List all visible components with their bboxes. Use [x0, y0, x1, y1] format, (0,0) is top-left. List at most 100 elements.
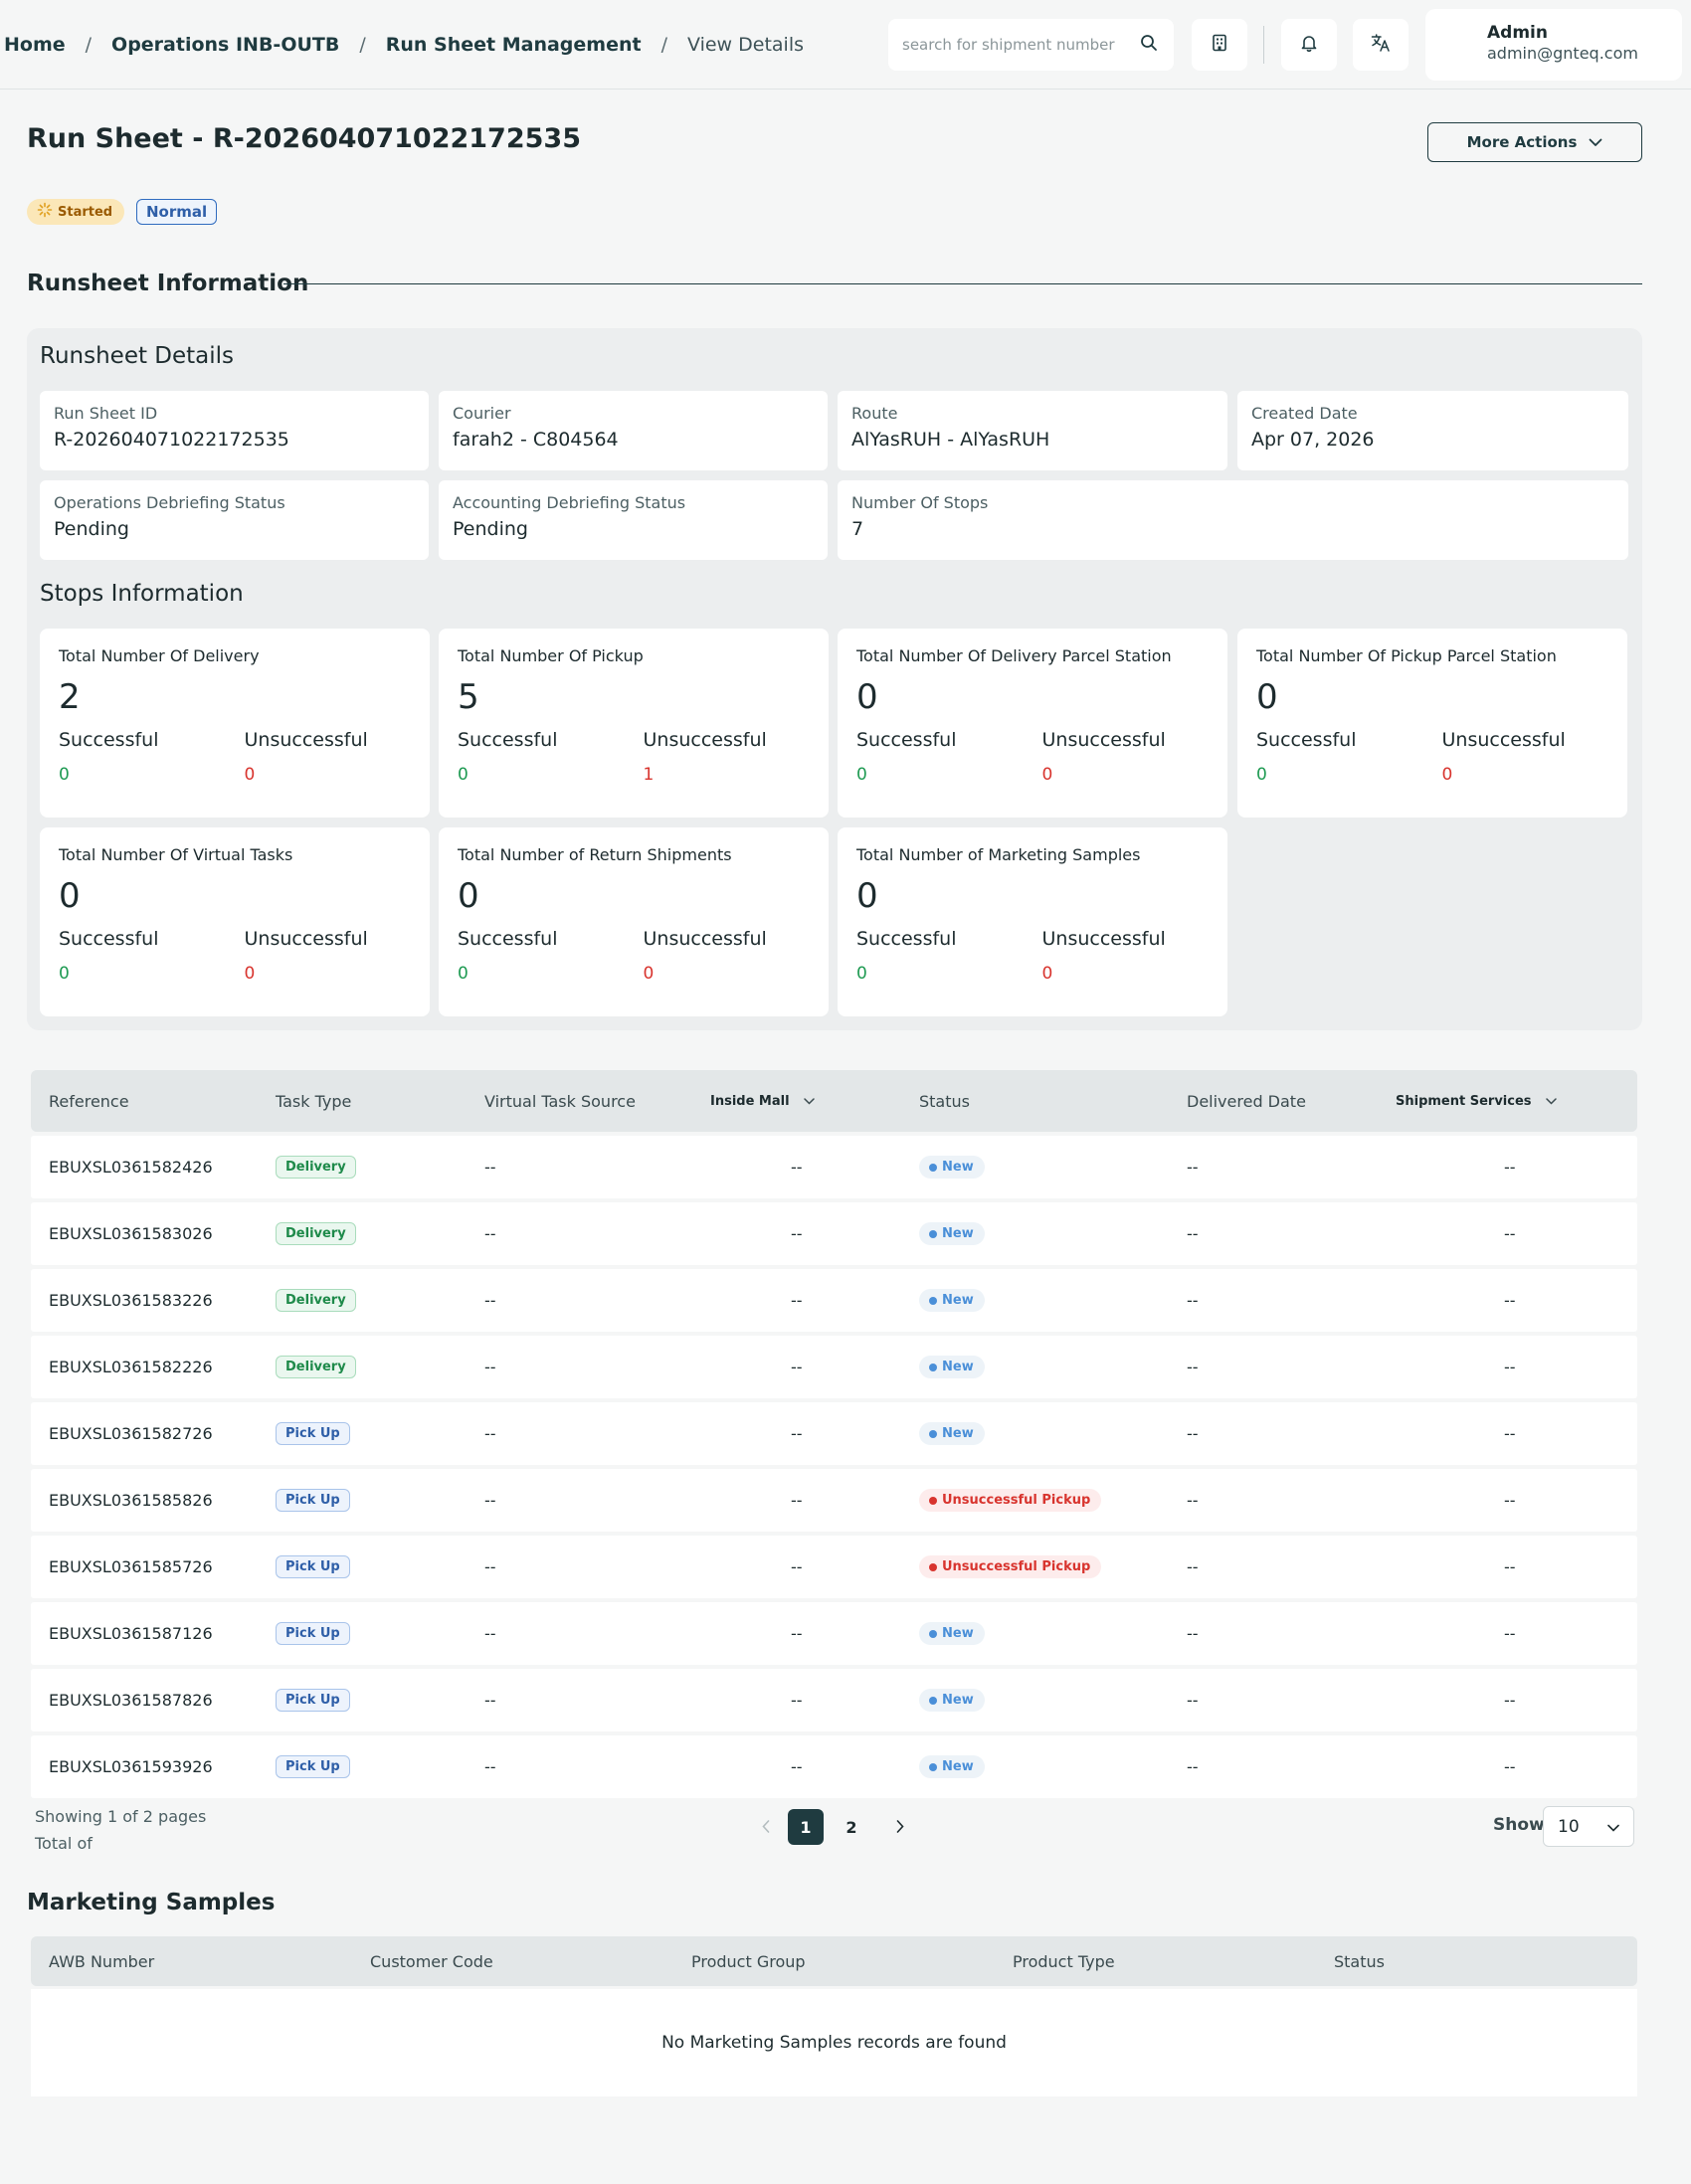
page-size-label: Show	[1493, 1815, 1545, 1835]
stat-card-delivery-parcel-station: Total Number Of Delivery Parcel Station …	[838, 629, 1227, 818]
column-product-type: Product Type	[1013, 1951, 1115, 1971]
table-row[interactable]: EBUXSL0361582726 Pick Up -- -- New -- --	[31, 1402, 1637, 1465]
stat-card-pickup-parcel-station: Total Number Of Pickup Parcel Station 0 …	[1237, 629, 1627, 818]
status-dot	[929, 1629, 937, 1638]
table-row[interactable]: EBUXSL0361587826 Pick Up -- -- New -- --	[31, 1669, 1637, 1731]
stat-total: 0	[856, 677, 878, 717]
search-icon[interactable]	[1140, 34, 1158, 56]
status-pill: New	[919, 1289, 985, 1312]
cell-inside-mall: --	[791, 1691, 803, 1710]
translate-icon	[1371, 34, 1391, 56]
status-label: New	[942, 1293, 974, 1308]
status-dot	[929, 1562, 937, 1571]
column-task-type: Task Type	[276, 1091, 352, 1111]
cell-delivered-date: --	[1187, 1358, 1199, 1376]
task-type-tag: Pick Up	[276, 1422, 350, 1445]
notifications-button[interactable]	[1281, 19, 1337, 71]
task-type-tag: Delivery	[276, 1222, 356, 1245]
table-row[interactable]: EBUXSL0361582426 Delivery -- -- New -- -…	[31, 1136, 1637, 1198]
field-label: Number Of Stops	[851, 493, 989, 512]
table-row[interactable]: EBUXSL0361583026 Delivery -- -- New -- -…	[31, 1202, 1637, 1265]
task-type-tag: Pick Up	[276, 1755, 350, 1778]
task-type-tag: Pick Up	[276, 1689, 350, 1712]
runsheet-details-heading: Runsheet Details	[40, 343, 235, 369]
cell-services: --	[1504, 1691, 1516, 1710]
stat-total: 2	[59, 677, 81, 717]
cell-delivered-date: --	[1187, 1291, 1199, 1310]
status-dot	[929, 1363, 937, 1371]
stat-card-marketing-samples: Total Number of Marketing Samples 0 Succ…	[838, 827, 1227, 1016]
bell-icon	[1300, 34, 1318, 56]
unsuccessful-count: 0	[643, 964, 655, 984]
cell-delivered-date: --	[1187, 1691, 1199, 1710]
field-value: 7	[851, 518, 864, 540]
status-label: New	[942, 1426, 974, 1441]
status-label: New	[942, 1626, 974, 1641]
search-input[interactable]	[902, 36, 1140, 54]
field-courier: Courier farah2 - C804564	[439, 391, 828, 470]
cell-services: --	[1504, 1158, 1516, 1177]
successful-label: Successful	[458, 928, 558, 950]
cell-virtual-source: --	[484, 1424, 496, 1443]
cell-delivered-date: --	[1187, 1624, 1199, 1643]
table-row[interactable]: EBUXSL0361587126 Pick Up -- -- New -- --	[31, 1602, 1637, 1665]
field-value: Apr 07, 2026	[1251, 429, 1375, 451]
pagination-showing: Showing 1 of 2 pages	[35, 1807, 207, 1826]
status-label: New	[942, 1759, 974, 1774]
header-divider	[1263, 26, 1264, 64]
status-dot	[929, 1696, 937, 1705]
stops-information-heading: Stops Information	[40, 581, 244, 607]
section-title: Runsheet Information	[27, 271, 309, 296]
more-actions-button[interactable]: More Actions	[1427, 122, 1642, 162]
field-value: Pending	[54, 518, 129, 540]
cell-virtual-source: --	[484, 1291, 496, 1310]
breadcrumb-run-sheet-management[interactable]: Run Sheet Management	[385, 34, 642, 56]
cell-virtual-source: --	[484, 1491, 496, 1510]
status-label: New	[942, 1693, 974, 1708]
cell-delivered-date: --	[1187, 1424, 1199, 1443]
task-type-tag: Delivery	[276, 1356, 356, 1378]
stat-card-return-shipments: Total Number of Return Shipments 0 Succe…	[439, 827, 829, 1016]
building-button[interactable]	[1192, 19, 1247, 71]
page-2-button[interactable]: 2	[846, 1817, 857, 1837]
cell-reference: EBUXSL0361585726	[49, 1557, 213, 1576]
cell-reference: EBUXSL0361583226	[49, 1291, 213, 1310]
section-divider	[283, 283, 1642, 284]
unsuccessful-label: Unsuccessful	[244, 928, 368, 950]
table-row[interactable]: EBUXSL0361585726 Pick Up -- -- Unsuccess…	[31, 1536, 1637, 1598]
column-inside-mall[interactable]: Inside Mall	[710, 1070, 815, 1132]
cell-inside-mall: --	[791, 1358, 803, 1376]
field-value: Pending	[453, 518, 528, 540]
table-row[interactable]: EBUXSL0361583226 Delivery -- -- New -- -…	[31, 1269, 1637, 1332]
cell-inside-mall: --	[791, 1424, 803, 1443]
breadcrumb-home[interactable]: Home	[4, 34, 66, 56]
field-operations-debriefing: Operations Debriefing Status Pending	[40, 480, 429, 560]
unsuccessful-count: 0	[244, 964, 256, 984]
column-shipment-services[interactable]: Shipment Services	[1396, 1070, 1557, 1132]
cell-inside-mall: --	[791, 1557, 803, 1576]
table-row[interactable]: EBUXSL0361582226 Delivery -- -- New -- -…	[31, 1336, 1637, 1398]
previous-page-button[interactable]	[753, 1810, 779, 1844]
breadcrumb-operations[interactable]: Operations INB-OUTB	[111, 34, 340, 56]
stat-title: Total Number of Marketing Samples	[856, 845, 1141, 864]
stat-card-delivery: Total Number Of Delivery 2 Successful Uns…	[40, 629, 430, 818]
building-icon	[1212, 34, 1227, 56]
stat-title: Total Number of Return Shipments	[458, 845, 732, 864]
cell-reference: EBUXSL0361587826	[49, 1691, 213, 1710]
page-1-button[interactable]: 1	[788, 1809, 824, 1845]
status-badge: Started	[27, 199, 125, 225]
page-size-select[interactable]: 10	[1543, 1806, 1634, 1847]
marketing-samples-title: Marketing Samples	[27, 1890, 276, 1915]
user-menu[interactable]: Admin admin@gnteq.com	[1425, 9, 1682, 81]
table-row[interactable]: EBUXSL0361593926 Pick Up -- -- New -- --	[31, 1735, 1637, 1798]
stat-title: Total Number Of Pickup Parcel Station	[1256, 646, 1557, 665]
column-reference: Reference	[49, 1091, 129, 1111]
next-page-button[interactable]	[887, 1810, 913, 1844]
table-row[interactable]: EBUXSL0361585826 Pick Up -- -- Unsuccess…	[31, 1469, 1637, 1532]
cell-inside-mall: --	[791, 1158, 803, 1177]
cell-virtual-source: --	[484, 1557, 496, 1576]
user-name: Admin	[1487, 23, 1548, 43]
language-button[interactable]	[1353, 19, 1409, 71]
runsheet-info-panel: Runsheet Details Run Sheet ID R-20260407…	[27, 328, 1642, 1030]
status-badge-label: Started	[58, 204, 113, 220]
